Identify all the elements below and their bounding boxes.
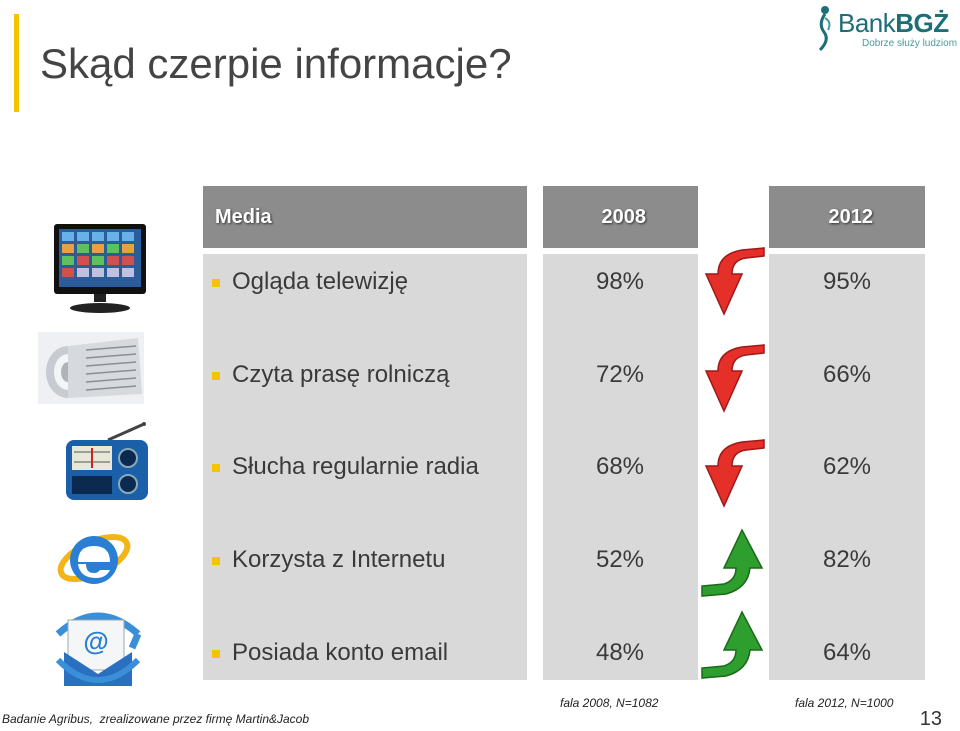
row-label-tv: Ogląda telewizję — [212, 266, 408, 298]
internet-explorer-icon — [56, 522, 132, 599]
page-number: 13 — [919, 708, 942, 730]
trend-up-arrow-icon — [698, 528, 770, 605]
value-2008-tv: 98% — [595, 268, 645, 295]
value-2012-radio: 62% — [822, 453, 872, 480]
year-2012-column — [769, 254, 925, 680]
value-2012-press: 66% — [822, 361, 872, 388]
row-label-text: Posiada konto email — [232, 639, 449, 666]
row-label-email: Posiada konto email — [212, 637, 448, 669]
title-accent-bar — [14, 14, 19, 112]
logo-tagline: Dobrze służy ludziom — [862, 38, 958, 49]
row-label-text: Ogląda telewizję — [232, 268, 409, 295]
header-2008: 2008 — [543, 186, 698, 248]
radio-icon — [62, 422, 152, 507]
value-2012-email: 64% — [822, 639, 872, 666]
bullet-icon — [212, 279, 220, 287]
trend-up-arrow-icon — [698, 610, 770, 687]
logo-figure-icon — [818, 6, 831, 52]
bullet-icon — [212, 372, 220, 380]
trend-down-arrow-icon — [698, 341, 768, 418]
bullet-icon — [212, 650, 220, 658]
logo-name: BankBGŻ — [838, 8, 949, 39]
row-label-internet: Korzysta z Internetu — [212, 544, 445, 576]
media-column — [203, 254, 527, 680]
svg-text:@: @ — [83, 626, 108, 656]
logo-brand-bold: BGŻ — [895, 8, 949, 38]
header-2012: 2012 — [769, 186, 925, 248]
row-label-press: Czyta prasę rolniczą — [212, 359, 449, 391]
bullet-icon — [212, 464, 220, 472]
value-2012-internet: 82% — [822, 546, 872, 573]
value-2008-press: 72% — [595, 361, 645, 388]
value-2008-internet: 52% — [595, 546, 645, 573]
email-icon: @ — [54, 604, 142, 693]
sample-note-2012: fala 2012, N=1000 — [795, 696, 894, 710]
trend-down-arrow-icon — [698, 436, 768, 513]
bank-bgz-logo: BankBGŻ Dobrze służy ludziom — [810, 4, 958, 52]
sample-note-2008: fala 2008, N=1082 — [560, 696, 659, 710]
trend-down-arrow-icon — [698, 244, 768, 321]
source-note: Badanie Agribus, zrealizowane przez firm… — [2, 712, 310, 726]
row-label-radio: Słucha regularnie radia — [212, 451, 479, 483]
value-2008-radio: 68% — [595, 453, 645, 480]
row-label-text: Słucha regularnie radia — [232, 453, 479, 480]
slide-title: Skąd czerpie informacje? — [40, 40, 512, 87]
tv-icon — [52, 222, 148, 319]
value-2008-email: 48% — [595, 639, 645, 666]
row-label-text: Korzysta z Internetu — [232, 546, 446, 573]
bullet-icon — [212, 557, 220, 565]
row-label-text: Czyta prasę rolniczą — [232, 361, 450, 388]
header-media: Media — [203, 186, 527, 248]
newspaper-icon — [38, 332, 144, 409]
value-2012-tv: 95% — [822, 268, 872, 295]
year-2008-column — [543, 254, 698, 680]
logo-brand-light: Bank — [838, 8, 896, 38]
